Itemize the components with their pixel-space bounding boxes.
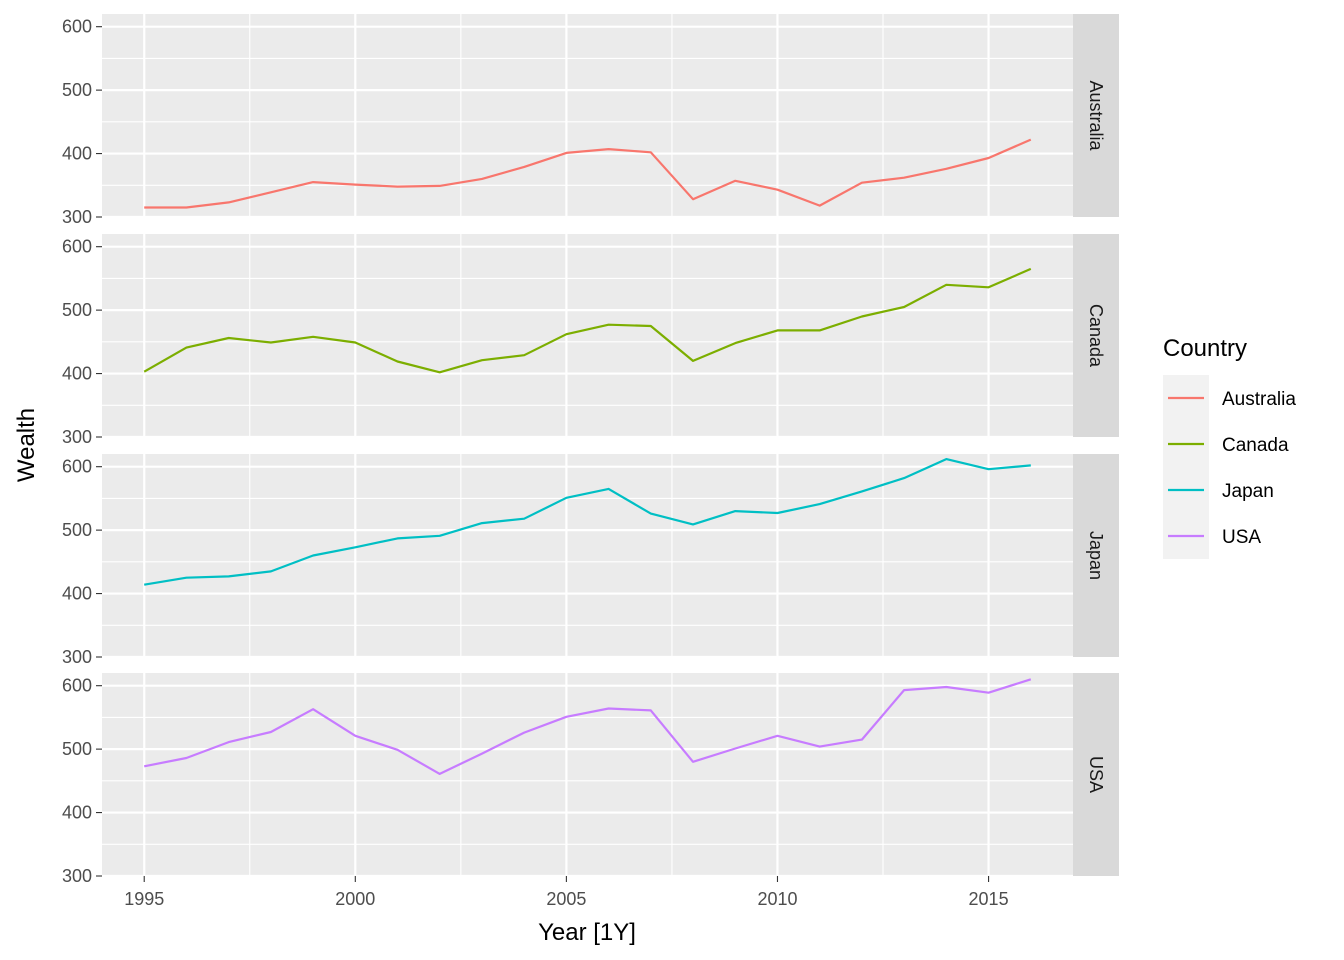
y-tick-label: 600: [62, 17, 92, 37]
legend-label: Australia: [1222, 389, 1296, 410]
facet-strip: [1073, 673, 1119, 876]
x-tick-label: 2015: [969, 889, 1009, 909]
facet-panels: 300400500600Australia300400500600Canada3…: [62, 14, 1119, 886]
y-tick-label: 400: [62, 803, 92, 823]
facet-strip-label: Canada: [1086, 304, 1106, 368]
series-line-australia: [144, 138, 1032, 209]
y-tick-label: 400: [62, 144, 92, 164]
panel-background: [102, 234, 1073, 437]
y-tick-label: 500: [62, 80, 92, 100]
y-tick-label: 400: [62, 584, 92, 604]
facet-panel-australia: 300 400 500 600 Australia: [62, 14, 1119, 227]
panel-background: [102, 673, 1073, 876]
y-tick-label: 600: [62, 457, 92, 477]
legend-label: Canada: [1222, 435, 1289, 456]
legend-entry-canada: Canada: [1163, 421, 1289, 467]
legend-title: Country: [1163, 335, 1247, 362]
legend-entry-usa: USA: [1163, 513, 1261, 559]
facet-strip-label: Australia: [1086, 80, 1106, 151]
x-tick-label: 2005: [546, 889, 586, 909]
panel-background: [102, 454, 1073, 657]
y-tick-label: 600: [62, 676, 92, 696]
y-tick-label: 300: [62, 647, 92, 667]
y-tick-label: 300: [62, 866, 92, 886]
y-axis-title: Wealth: [13, 408, 40, 482]
y-tick-label: 300: [62, 427, 92, 447]
legend-label: USA: [1222, 527, 1261, 548]
y-tick-label: 300: [62, 207, 92, 227]
y-tick-label: 500: [62, 520, 92, 540]
facet-strip-label: USA: [1086, 756, 1106, 793]
facet-panel-usa: 300 400 500 600 USA: [62, 673, 1119, 886]
x-tick-label: 1995: [124, 889, 164, 909]
facet-panel-japan: 300 400 500 600 Japan: [62, 454, 1119, 667]
facet-strip: [1073, 454, 1119, 657]
series-line-canada: [143, 267, 1032, 374]
x-tick-label: 2010: [757, 889, 797, 909]
y-tick-label: 600: [62, 237, 92, 257]
x-axis: 1995 2000 2005 2010 2015: [124, 876, 1009, 909]
legend-entry-australia: Australia: [1163, 375, 1296, 421]
x-axis-title: Year [1Y]: [538, 919, 636, 946]
series-line-usa: [143, 678, 1032, 776]
facet-panel-canada: 300 400 500 600 Canada: [62, 234, 1119, 447]
panel-background: [102, 14, 1073, 217]
y-tick-label: 500: [62, 739, 92, 759]
legend-entry-japan: Japan: [1163, 467, 1274, 513]
series-line-japan: [144, 458, 1031, 586]
facet-strip-label: Japan: [1086, 531, 1106, 580]
facet-strip: [1073, 14, 1119, 217]
y-tick-label: 500: [62, 300, 92, 320]
x-tick-label: 2000: [335, 889, 375, 909]
y-tick-label: 400: [62, 364, 92, 384]
legend: Country Australia Canada Japan USA: [1163, 335, 1296, 559]
legend-label: Japan: [1222, 481, 1274, 502]
facet-strip: [1073, 234, 1119, 437]
